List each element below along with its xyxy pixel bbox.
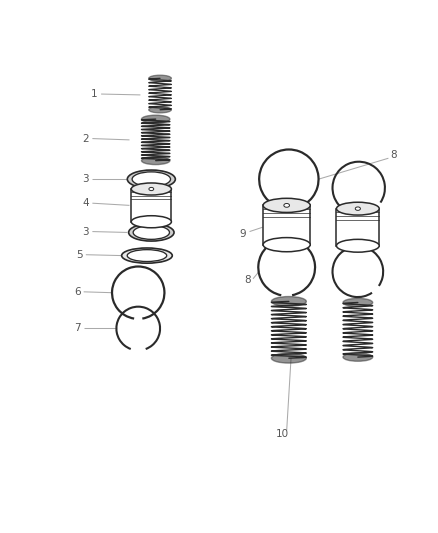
Text: 10: 10 xyxy=(276,429,289,439)
Ellipse shape xyxy=(129,224,174,241)
Text: 5: 5 xyxy=(76,250,83,260)
Text: 6: 6 xyxy=(74,287,81,297)
Ellipse shape xyxy=(272,296,306,306)
Text: 7: 7 xyxy=(74,324,81,334)
Text: 8: 8 xyxy=(244,276,251,286)
Ellipse shape xyxy=(141,115,170,123)
FancyBboxPatch shape xyxy=(263,205,310,245)
Ellipse shape xyxy=(355,207,360,211)
Text: 3: 3 xyxy=(82,227,89,237)
Ellipse shape xyxy=(127,170,175,188)
Ellipse shape xyxy=(133,225,170,239)
Ellipse shape xyxy=(149,75,171,82)
Text: 3: 3 xyxy=(82,174,89,184)
Ellipse shape xyxy=(263,238,310,252)
Ellipse shape xyxy=(336,239,379,252)
Ellipse shape xyxy=(263,198,310,213)
Ellipse shape xyxy=(343,298,373,306)
Ellipse shape xyxy=(343,353,373,361)
Ellipse shape xyxy=(284,204,290,207)
Ellipse shape xyxy=(122,248,172,263)
Ellipse shape xyxy=(141,157,170,165)
Ellipse shape xyxy=(131,183,171,195)
Ellipse shape xyxy=(149,188,154,191)
Text: 8: 8 xyxy=(390,150,397,160)
Ellipse shape xyxy=(149,107,171,113)
Text: 2: 2 xyxy=(82,134,89,143)
Ellipse shape xyxy=(336,202,379,215)
Ellipse shape xyxy=(131,216,171,228)
FancyBboxPatch shape xyxy=(336,208,379,246)
Text: 9: 9 xyxy=(240,229,246,239)
Ellipse shape xyxy=(127,249,167,262)
Ellipse shape xyxy=(132,172,170,187)
FancyBboxPatch shape xyxy=(131,189,171,222)
Text: 1: 1 xyxy=(91,89,98,99)
Ellipse shape xyxy=(272,353,306,363)
Text: 4: 4 xyxy=(82,198,89,208)
